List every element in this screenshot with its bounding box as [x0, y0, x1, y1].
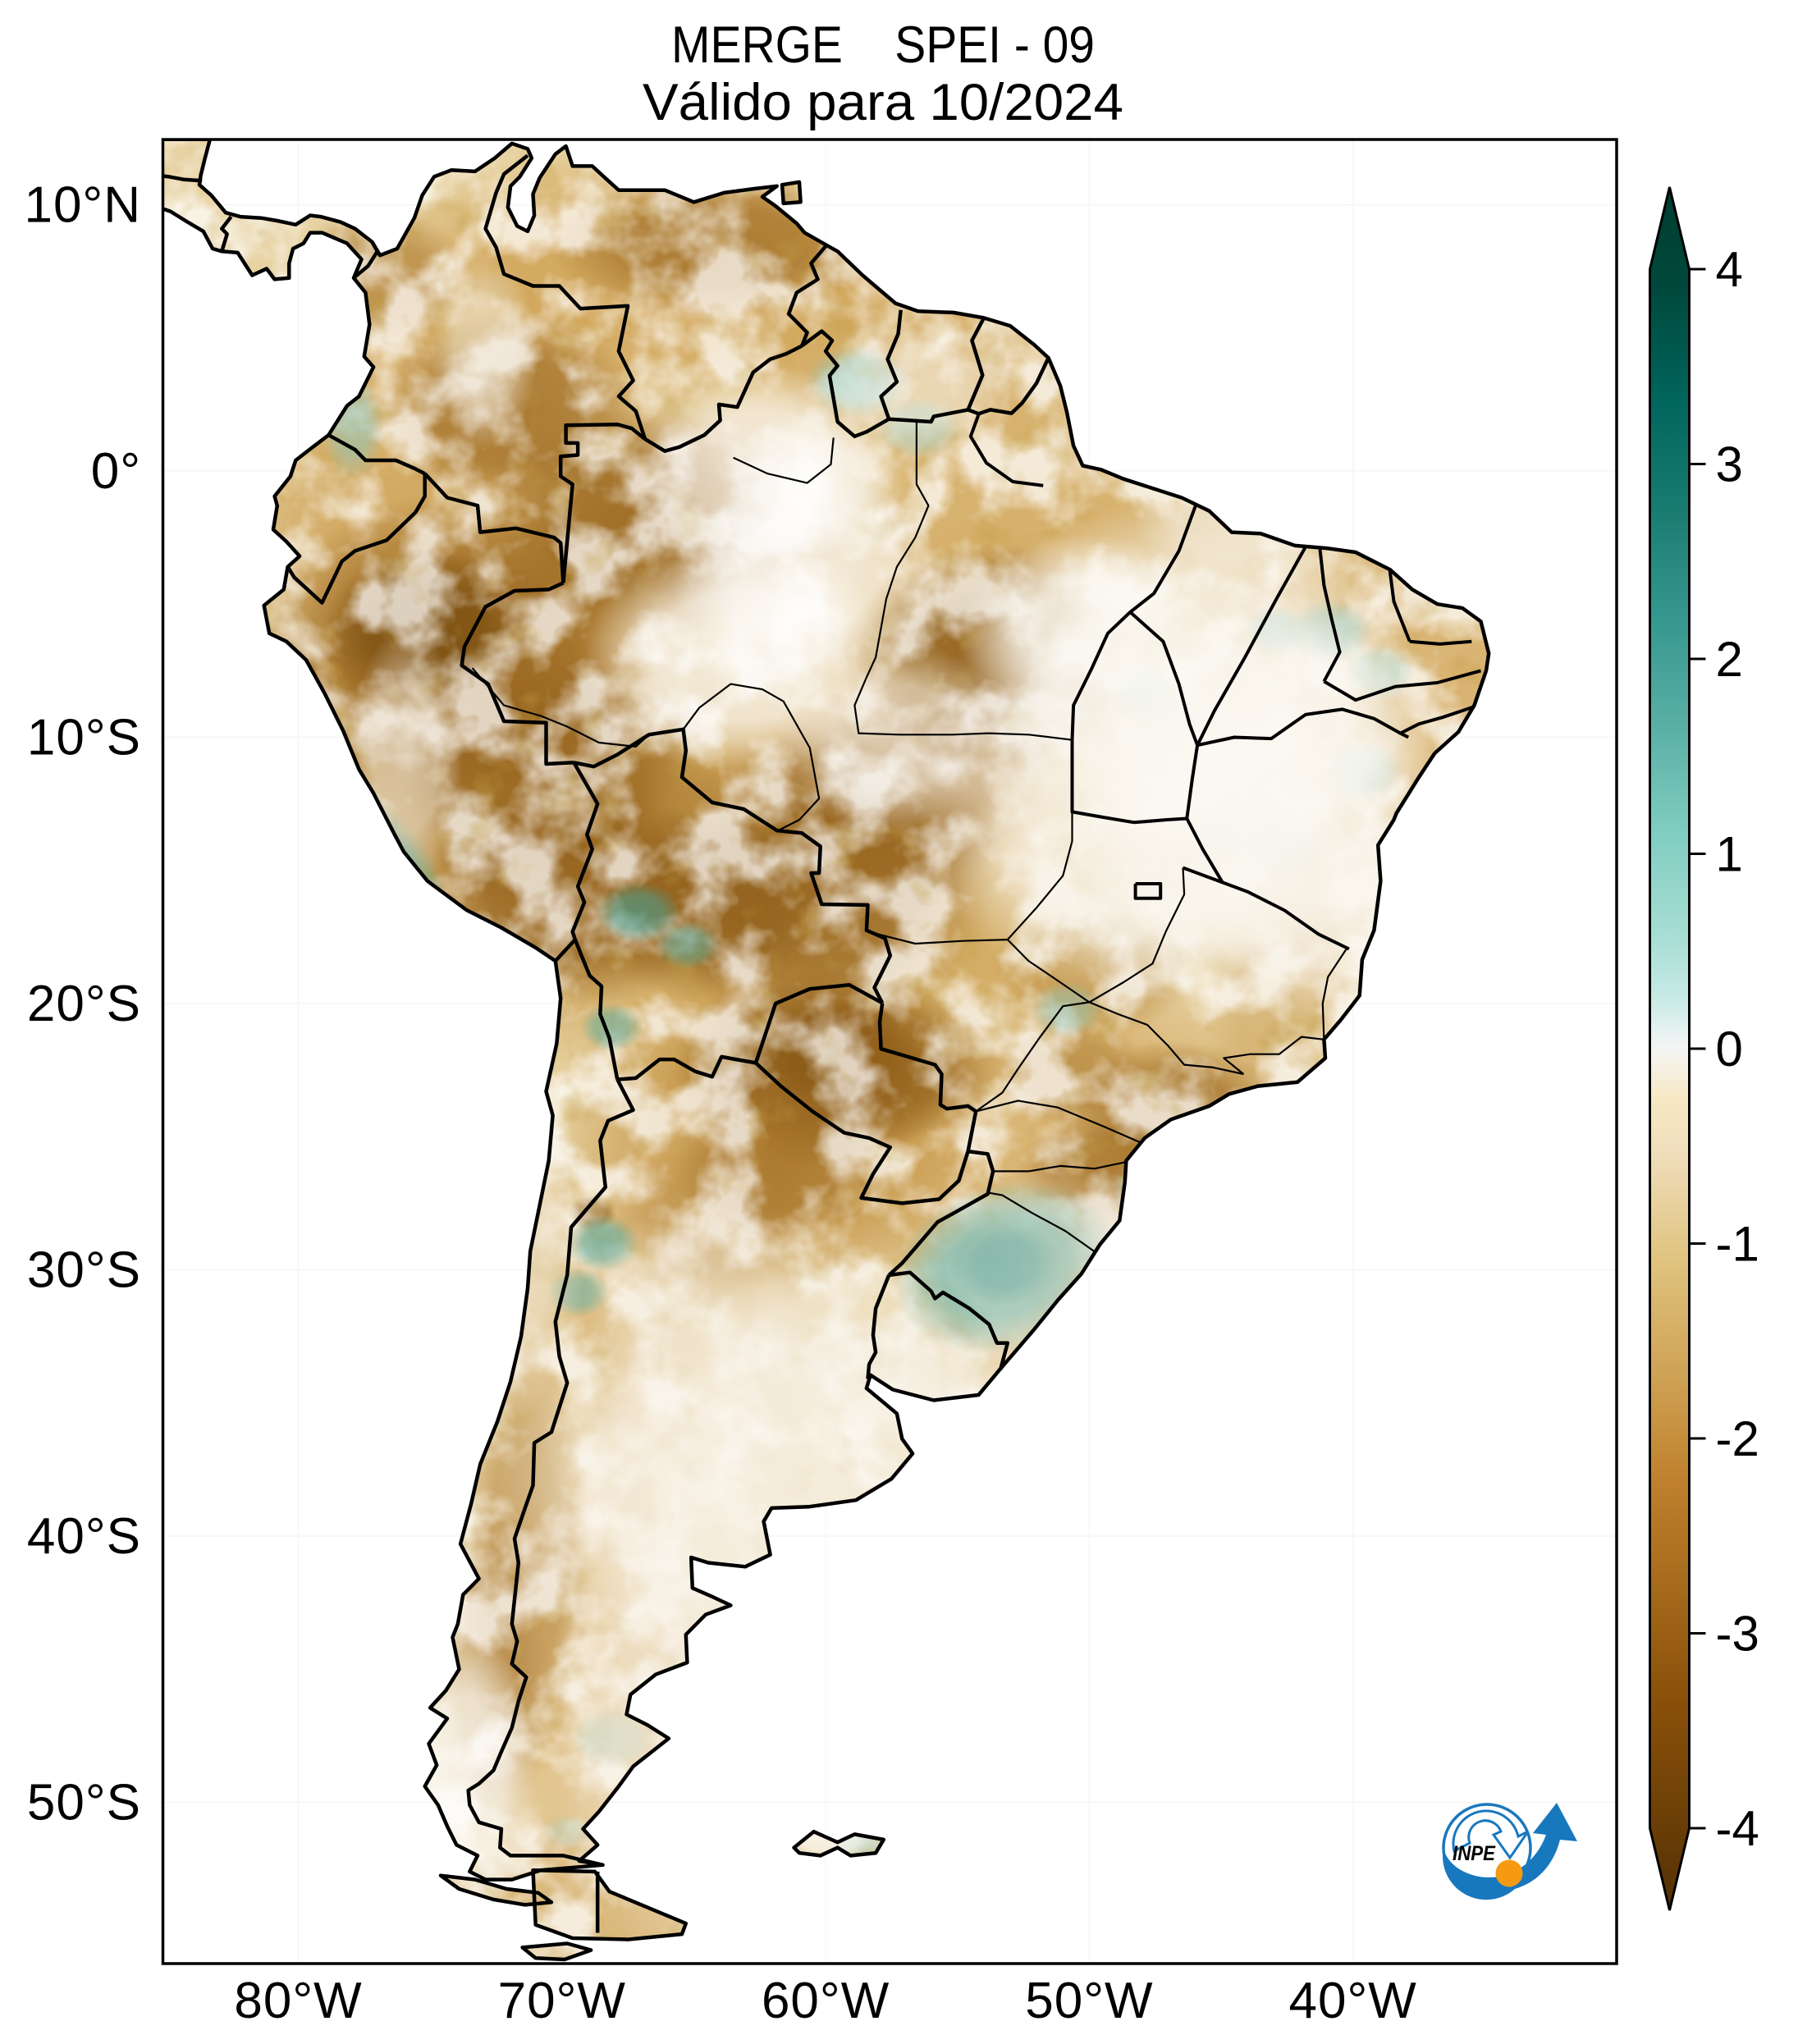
svg-text:80°W: 80°W: [234, 1973, 362, 2029]
svg-text:40°S: 40°S: [27, 1508, 141, 1565]
svg-text:40°W: 40°W: [1289, 1973, 1417, 2029]
svg-text:0: 0: [1716, 1022, 1743, 1077]
svg-text:20°S: 20°S: [27, 976, 141, 1032]
svg-text:1: 1: [1716, 827, 1743, 882]
svg-text:-2: -2: [1716, 1411, 1759, 1466]
svg-text:INPE: INPE: [1453, 1842, 1496, 1865]
svg-text:50°S: 50°S: [27, 1775, 141, 1831]
svg-text:2: 2: [1716, 632, 1743, 687]
svg-text:3: 3: [1716, 437, 1743, 492]
svg-text:30°S: 30°S: [27, 1242, 141, 1299]
svg-text:70°W: 70°W: [498, 1973, 626, 2029]
svg-text:-1: -1: [1716, 1217, 1759, 1272]
svg-text:-4: -4: [1716, 1801, 1759, 1856]
svg-text:50°W: 50°W: [1025, 1973, 1153, 2029]
svg-text:-3: -3: [1716, 1607, 1759, 1662]
svg-text:4: 4: [1716, 242, 1743, 297]
svg-text:Válido para 10/2024: Válido para 10/2024: [643, 74, 1123, 131]
svg-text:MERGE SPEI - 09: MERGE SPEI - 09: [671, 16, 1095, 74]
svg-text:60°W: 60°W: [762, 1973, 890, 2029]
svg-text:10°N: 10°N: [24, 177, 141, 234]
svg-text:0°: 0°: [91, 443, 141, 500]
svg-text:10°S: 10°S: [27, 710, 141, 766]
